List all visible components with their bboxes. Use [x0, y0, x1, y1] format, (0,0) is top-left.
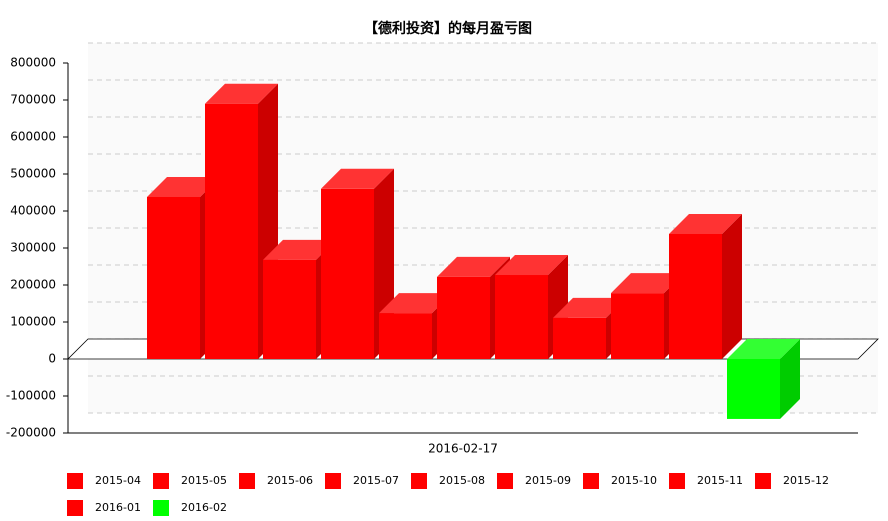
x-tick-label: 2016-02-17 [428, 442, 498, 456]
bar-top [495, 255, 568, 276]
y-tick-label: 800000 [10, 56, 56, 70]
bar-top [321, 168, 394, 189]
legend-label: 2015-05 [181, 474, 227, 487]
legend-label: 2015-04 [95, 474, 141, 487]
legend-label: 2015-06 [267, 474, 313, 487]
legend-label: 2016-02 [181, 501, 227, 514]
legend-swatch [583, 473, 599, 489]
bar-top [205, 83, 278, 104]
y-tick-label: 700000 [10, 93, 56, 107]
bar-top [379, 293, 452, 314]
y-tick-label: 100000 [10, 315, 56, 329]
bar-top [611, 273, 684, 294]
legend-swatch [411, 473, 427, 489]
legend-swatch [755, 473, 771, 489]
bar-front [437, 276, 490, 359]
legend-swatch [153, 500, 169, 516]
bar-top [437, 256, 510, 277]
bar-front [379, 313, 432, 359]
y-tick-label: -200000 [6, 426, 56, 440]
legend-swatch [153, 473, 169, 489]
y-tick-label: 200000 [10, 278, 56, 292]
bar-front [727, 359, 780, 419]
bar-front [321, 188, 374, 359]
legend-label: 2015-12 [783, 474, 829, 487]
legend-label: 2015-10 [611, 474, 657, 487]
y-tick-label: 0 [48, 352, 56, 366]
y-tick-label: 500000 [10, 167, 56, 181]
bar-top [553, 297, 626, 318]
legend-swatch [669, 473, 685, 489]
bar-front [495, 275, 548, 359]
chart-title: 【德利投资】的每月盈亏图 [364, 20, 532, 37]
bar-front [263, 259, 316, 359]
bar-top [147, 176, 220, 197]
bar-side [722, 213, 742, 359]
legend-label: 2015-11 [697, 474, 743, 487]
legend-label: 2015-07 [353, 474, 399, 487]
legend-swatch [325, 473, 341, 489]
bar-front [553, 317, 606, 359]
bar-top [263, 239, 336, 260]
bar-front [147, 196, 200, 359]
legend-label: 2015-09 [525, 474, 571, 487]
bar-front [611, 293, 664, 359]
y-tick-label: 300000 [10, 241, 56, 255]
legend-swatch [67, 473, 83, 489]
legend-swatch [67, 500, 83, 516]
y-tick-label: 400000 [10, 204, 56, 218]
legend-label: 2016-01 [95, 501, 141, 514]
bar-front [205, 103, 258, 359]
bar-front [669, 233, 722, 359]
bar-side [780, 339, 800, 419]
y-tick-label: -100000 [6, 389, 56, 403]
bar-top [727, 339, 800, 359]
legend-swatch [239, 473, 255, 489]
y-tick-label: 600000 [10, 130, 56, 144]
legend-label: 2015-08 [439, 474, 485, 487]
bar-top [669, 213, 742, 234]
legend-swatch [497, 473, 513, 489]
